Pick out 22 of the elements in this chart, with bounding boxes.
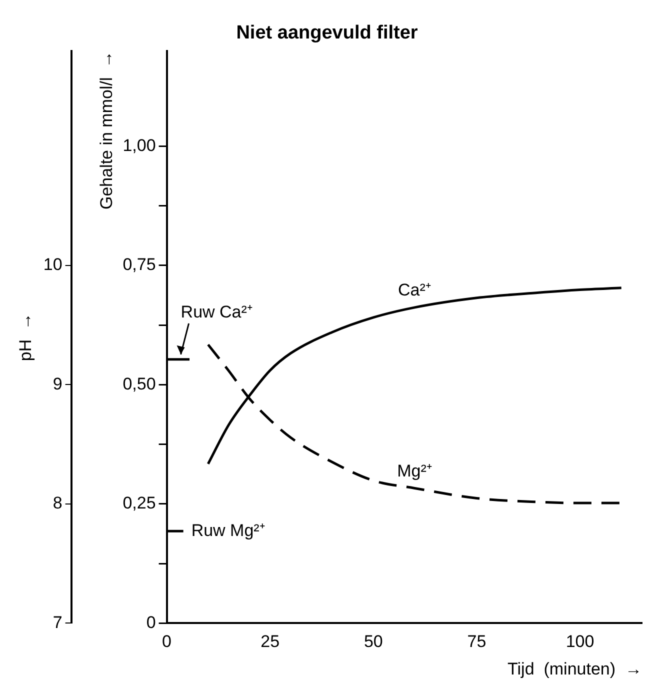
y-tick-label: 0,75 — [122, 255, 156, 274]
y-tick-label: 1,00 — [122, 136, 156, 155]
y2-tick-label: 7 — [52, 612, 62, 632]
y-tick-label: 0,25 — [122, 494, 156, 513]
x-tick-label: 25 — [260, 632, 280, 652]
x-axis-title: Tijd (minuten) → — [508, 659, 642, 678]
y-tick-label: 0 — [146, 612, 156, 632]
y2-tick-label: 10 — [43, 255, 62, 274]
series-label: Ca²⁺ — [398, 280, 432, 300]
x-tick-label: 100 — [566, 632, 594, 652]
x-tick-label: 0 — [162, 632, 172, 652]
y2-axis-title: pH → — [16, 312, 35, 362]
y2-tick-label: 9 — [52, 374, 62, 394]
y-tick-label: 0,50 — [122, 374, 156, 394]
y-axis-title: Gehalte in mmol/l → — [97, 50, 116, 210]
y2-tick-label: 8 — [52, 494, 62, 513]
x-tick-label: 50 — [364, 632, 383, 652]
series-label: Mg²⁺ — [397, 461, 432, 480]
x-tick-label: 75 — [467, 632, 486, 652]
chart-title: Niet aangevuld filter — [236, 22, 418, 44]
text: Ruw Ca²⁺ — [180, 302, 253, 322]
series-label: Ruw Mg²⁺ — [191, 520, 266, 540]
